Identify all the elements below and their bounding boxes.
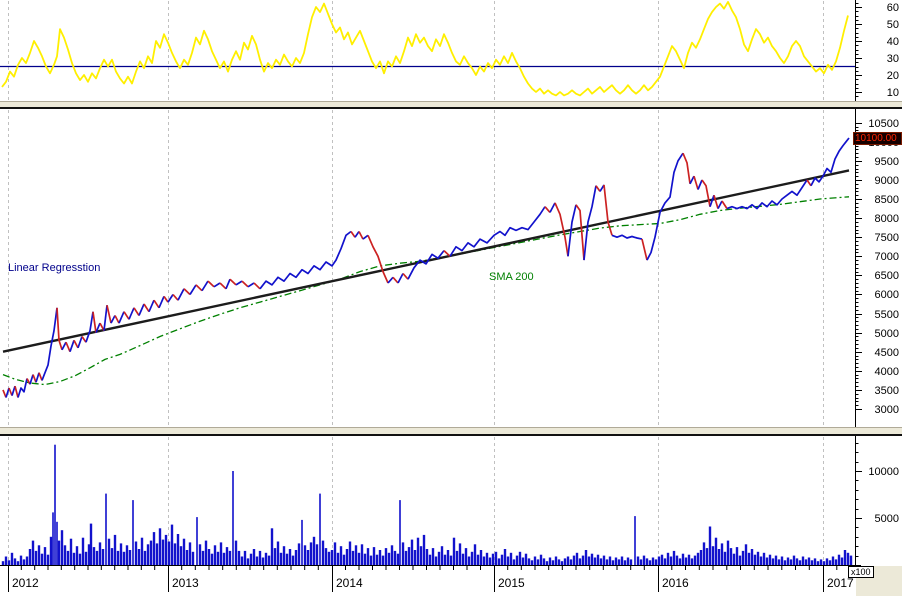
x-axis-year-label: 2017 — [827, 576, 854, 590]
price-axis-label: 9500 — [875, 156, 899, 168]
price-axis-ticks — [855, 123, 862, 410]
volume-axis-ticks — [855, 443, 862, 557]
volume-axis-labels: 5000 10000 — [868, 466, 899, 525]
x-axis-year-label: 2014 — [336, 576, 363, 590]
oscillator-axis-ticks — [855, 3, 862, 102]
price-axis-label: 3000 — [875, 404, 899, 416]
x-axis-year-label: 2013 — [172, 576, 199, 590]
linear-regression-label: Linear Regresstion — [8, 262, 101, 274]
price-axis-label: 3500 — [875, 385, 899, 397]
panel-splitter-bottom[interactable] — [0, 427, 902, 436]
x-axis-year-label: 2012 — [12, 576, 39, 590]
oscillator-axis-label: 10 — [887, 87, 899, 99]
oscillator-line — [1, 1, 849, 97]
price-axis-label: 6000 — [875, 289, 899, 301]
price-axis-label: 7000 — [875, 251, 899, 263]
price-axis-label: 10500 — [868, 118, 899, 130]
volume-axis-label: 5000 — [875, 513, 899, 525]
price-axis-label: 9000 — [875, 175, 899, 187]
sma-200-label: SMA 200 — [489, 271, 534, 283]
volume-bars — [1, 444, 853, 565]
oscillator-axis-labels: 10 20 30 40 50 60 — [887, 2, 899, 99]
price-axis-label: 7500 — [875, 232, 899, 244]
oscillator-axis-label: 20 — [887, 70, 899, 82]
price-panel[interactable] — [0, 110, 855, 427]
indicator-panel[interactable] — [0, 0, 855, 101]
price-axis-label: 4500 — [875, 347, 899, 359]
volume-panel[interactable] — [0, 437, 855, 565]
year-gridlines — [8, 1, 824, 564]
panel-splitter-top[interactable] — [0, 101, 902, 109]
price-axis-label: 6500 — [875, 270, 899, 282]
price-axis-label: 8000 — [875, 213, 899, 225]
last-price-tag: 10100.00 — [853, 132, 902, 145]
price-axis-label: 5000 — [875, 328, 899, 340]
price-axis-label: 8500 — [875, 194, 899, 206]
volume-axis-label: 10000 — [868, 466, 899, 478]
price-axis-label: 4000 — [875, 366, 899, 378]
x-axis-year-label: 2015 — [498, 576, 525, 590]
oscillator-axis-label: 40 — [887, 36, 899, 48]
price-line — [2, 137, 850, 398]
x-axis-ticks — [8, 565, 851, 592]
oscillator-axis-label: 30 — [887, 53, 899, 65]
oscillator-axis-label: 50 — [887, 19, 899, 31]
volume-scale-unit-badge: x100 — [848, 566, 874, 578]
x-axis-year-label: 2016 — [662, 576, 689, 590]
price-axis-labels: 3000 3500 4000 4500 5000 5500 6000 6500 7000 7500… — [868, 118, 899, 416]
price-axis-label: 5500 — [875, 309, 899, 321]
oscillator-axis-label: 60 — [887, 2, 899, 14]
